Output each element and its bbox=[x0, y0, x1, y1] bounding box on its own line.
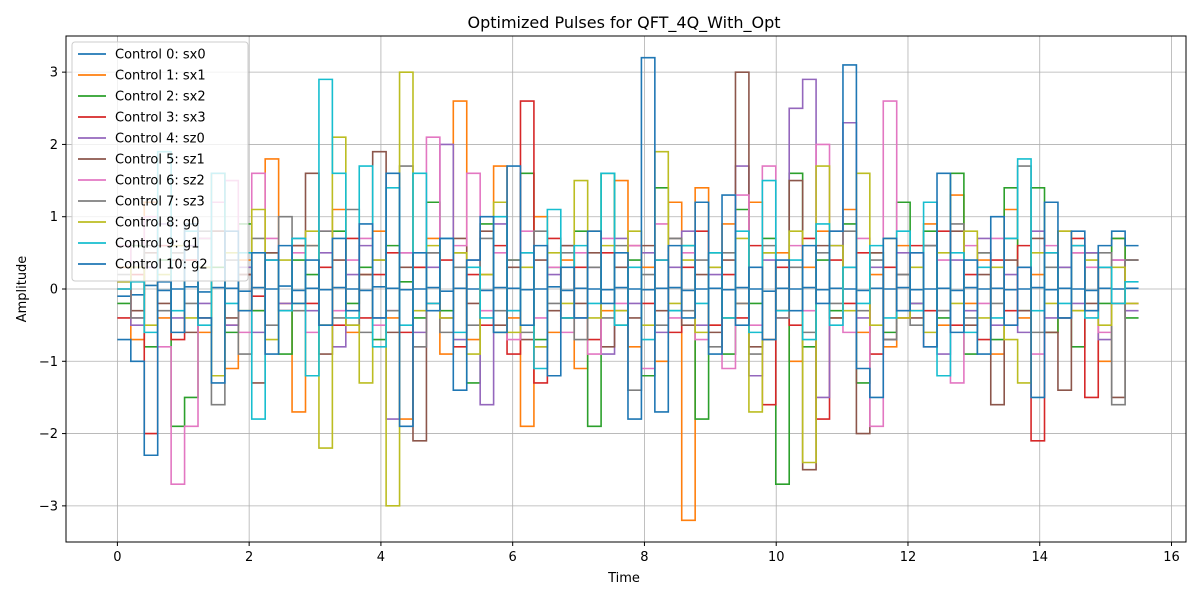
legend-box bbox=[71, 41, 249, 282]
x-tick-label: 8 bbox=[640, 550, 648, 565]
legend-entry: Control 3: sx3 bbox=[115, 111, 206, 126]
legend-entry: Control 9: g1 bbox=[115, 237, 199, 252]
legend-entry: Control 2: sx2 bbox=[115, 90, 206, 105]
x-tick-label: 4 bbox=[377, 550, 385, 565]
legend-entry: Control 10: g2 bbox=[115, 258, 208, 273]
grid bbox=[66, 36, 1186, 542]
y-axis-label: Amplitude bbox=[15, 256, 30, 323]
y-tick-label: −3 bbox=[39, 499, 58, 514]
legend-entry: Control 7: sz3 bbox=[115, 195, 205, 210]
legend: Control 0: sx0 Control 1: sx1 Control 2: s… bbox=[71, 41, 249, 282]
x-axis-label: Time bbox=[607, 571, 640, 586]
y-tick-label: 3 bbox=[50, 66, 58, 81]
legend-entry: Control 6: sz2 bbox=[115, 174, 205, 189]
x-tick-label: 6 bbox=[509, 550, 517, 565]
x-tick-label: 0 bbox=[113, 550, 121, 565]
x-tick-label: 2 bbox=[245, 550, 253, 565]
y-tick-label: 1 bbox=[50, 210, 58, 225]
legend-entry: Control 0: sx0 bbox=[115, 48, 206, 63]
x-tick-label: 14 bbox=[1031, 550, 1048, 565]
y-tick-label: 0 bbox=[50, 283, 58, 298]
y-tick-label: −2 bbox=[39, 427, 58, 442]
series-line-10 bbox=[117, 56, 1139, 457]
chart-title: Optimized Pulses for QFT_4Q_With_Opt bbox=[467, 13, 780, 33]
legend-entry: Control 5: sz1 bbox=[115, 153, 205, 168]
x-tick-label: 16 bbox=[1163, 550, 1180, 565]
legend-entry: Control 4: sz0 bbox=[115, 132, 205, 147]
x-tick-label: 12 bbox=[900, 550, 917, 565]
x-tick-label: 10 bbox=[768, 550, 785, 565]
y-tick-label: −1 bbox=[39, 355, 58, 370]
y-tick-label: 2 bbox=[50, 138, 58, 153]
legend-entry: Control 8: g0 bbox=[115, 216, 199, 231]
legend-entry: Control 1: sx1 bbox=[115, 69, 206, 84]
series-lines bbox=[117, 56, 1139, 522]
